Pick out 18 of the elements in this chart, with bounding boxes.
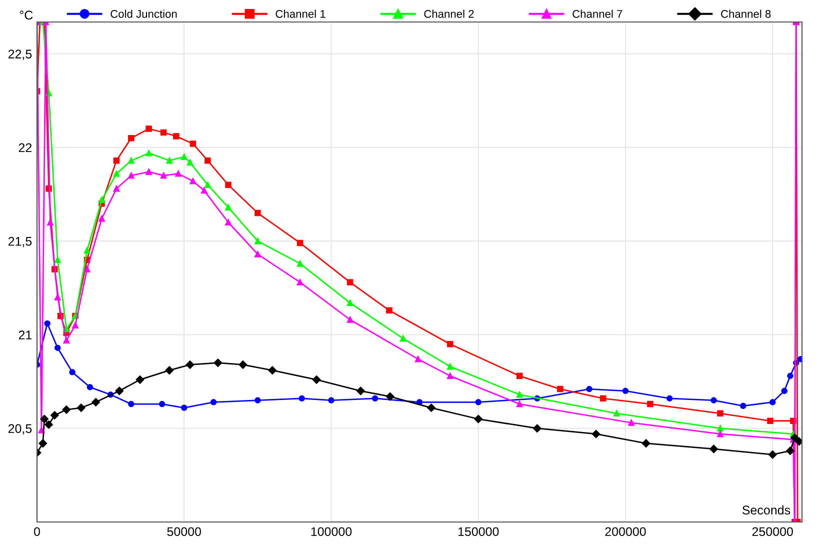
y-axis-title: °C [20, 10, 33, 20]
x-axis-title: Seconds [742, 505, 790, 515]
legend-label: Channel 7 [572, 10, 622, 18]
y-tick-label: 22,5 [8, 50, 32, 60]
x-tick-label: 0 [34, 527, 40, 536]
x-tick-label: 100000 [311, 527, 352, 536]
legend-label: Cold Junction [110, 10, 177, 18]
x-tick-label: 250000 [752, 527, 793, 536]
y-tick-label: 21,5 [8, 236, 32, 248]
x-tick-label: 50000 [167, 527, 202, 536]
legend-label: Channel 2 [424, 10, 474, 18]
x-tick-label: 200000 [605, 527, 646, 536]
y-tick-label: 20,5 [8, 424, 32, 434]
y-tick-label: 21 [18, 330, 32, 340]
legend-label: Channel 8 [721, 10, 771, 18]
y-tick-label: 22 [18, 143, 32, 152]
x-tick-label: 150000 [458, 527, 499, 536]
legend-label: Channel 1 [276, 10, 326, 18]
